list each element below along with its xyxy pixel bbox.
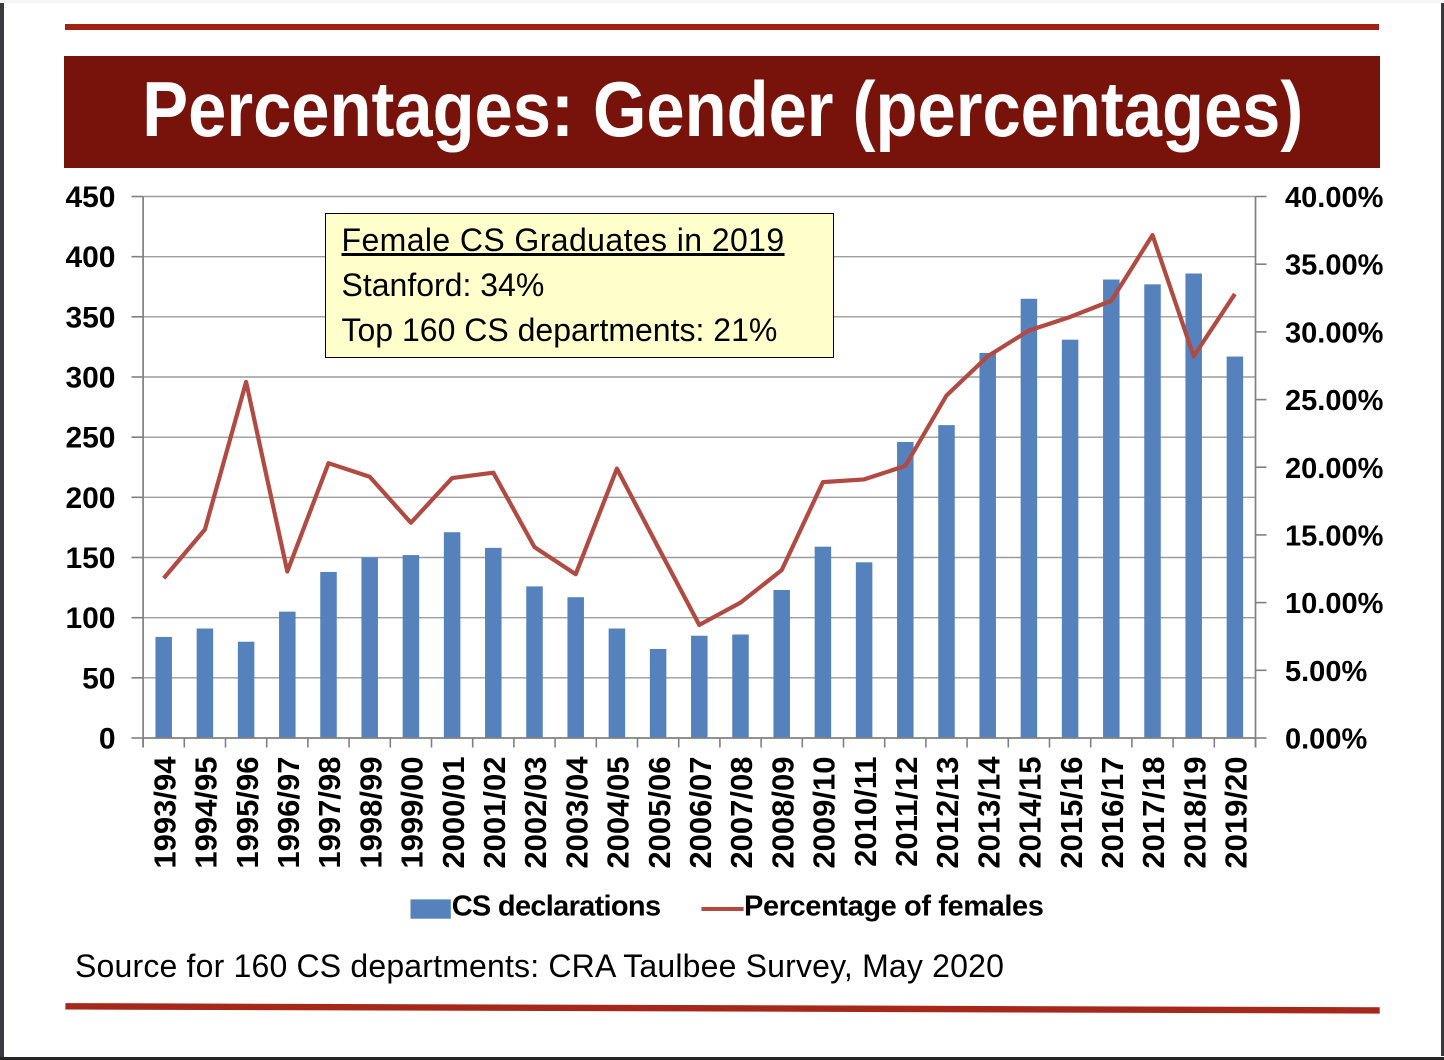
svg-text:2002/03: 2002/03: [518, 757, 553, 869]
svg-text:2008/09: 2008/09: [765, 757, 800, 869]
svg-text:2000/01: 2000/01: [436, 757, 471, 869]
svg-text:5.00%: 5.00%: [1285, 656, 1367, 688]
svg-text:350: 350: [65, 301, 115, 334]
svg-text:50: 50: [82, 662, 115, 695]
svg-text:2015/16: 2015/16: [1054, 757, 1089, 869]
svg-text:CS declarations: CS declarations: [452, 891, 661, 923]
svg-text:0.00%: 0.00%: [1285, 724, 1367, 756]
svg-text:2004/05: 2004/05: [601, 757, 636, 869]
svg-text:0: 0: [99, 723, 116, 756]
svg-text:400: 400: [65, 241, 115, 274]
svg-text:2006/07: 2006/07: [683, 757, 718, 869]
svg-text:2014/15: 2014/15: [1013, 757, 1048, 869]
svg-text:20.00%: 20.00%: [1285, 453, 1384, 485]
svg-text:2018/19: 2018/19: [1177, 757, 1212, 869]
svg-text:2005/06: 2005/06: [642, 757, 677, 869]
svg-text:35.00%: 35.00%: [1285, 250, 1384, 282]
svg-text:1996/97: 1996/97: [271, 757, 306, 869]
svg-text:1995/96: 1995/96: [230, 757, 265, 869]
svg-text:2007/08: 2007/08: [724, 757, 759, 869]
svg-text:1998/99: 1998/99: [353, 757, 388, 869]
svg-text:1999/00: 1999/00: [395, 757, 430, 869]
svg-text:2012/13: 2012/13: [930, 757, 965, 869]
svg-text:2016/17: 2016/17: [1095, 757, 1130, 869]
svg-text:300: 300: [65, 362, 115, 395]
svg-text:1993/94: 1993/94: [147, 756, 182, 869]
svg-text:2009/10: 2009/10: [807, 757, 842, 869]
svg-text:10.00%: 10.00%: [1285, 588, 1384, 620]
svg-text:Percentage of females: Percentage of females: [744, 891, 1043, 923]
svg-text:2003/04: 2003/04: [559, 756, 594, 869]
svg-text:2013/14: 2013/14: [971, 756, 1006, 869]
svg-text:40.00%: 40.00%: [1285, 182, 1384, 214]
svg-text:2001/02: 2001/02: [477, 757, 512, 869]
svg-text:1994/95: 1994/95: [189, 757, 224, 869]
svg-text:2019/20: 2019/20: [1219, 757, 1254, 869]
svg-text:200: 200: [65, 482, 115, 515]
svg-text:250: 250: [65, 422, 115, 455]
svg-text:30.00%: 30.00%: [1285, 317, 1384, 349]
svg-text:2011/12: 2011/12: [889, 757, 924, 867]
svg-text:1997/98: 1997/98: [312, 757, 347, 869]
svg-text:25.00%: 25.00%: [1285, 385, 1384, 417]
svg-text:2010/11: 2010/11: [848, 757, 883, 867]
svg-text:150: 150: [65, 542, 115, 575]
svg-text:100: 100: [65, 602, 115, 635]
svg-text:450: 450: [65, 181, 115, 214]
svg-text:15.00%: 15.00%: [1285, 520, 1384, 552]
svg-text:2017/18: 2017/18: [1136, 757, 1171, 869]
